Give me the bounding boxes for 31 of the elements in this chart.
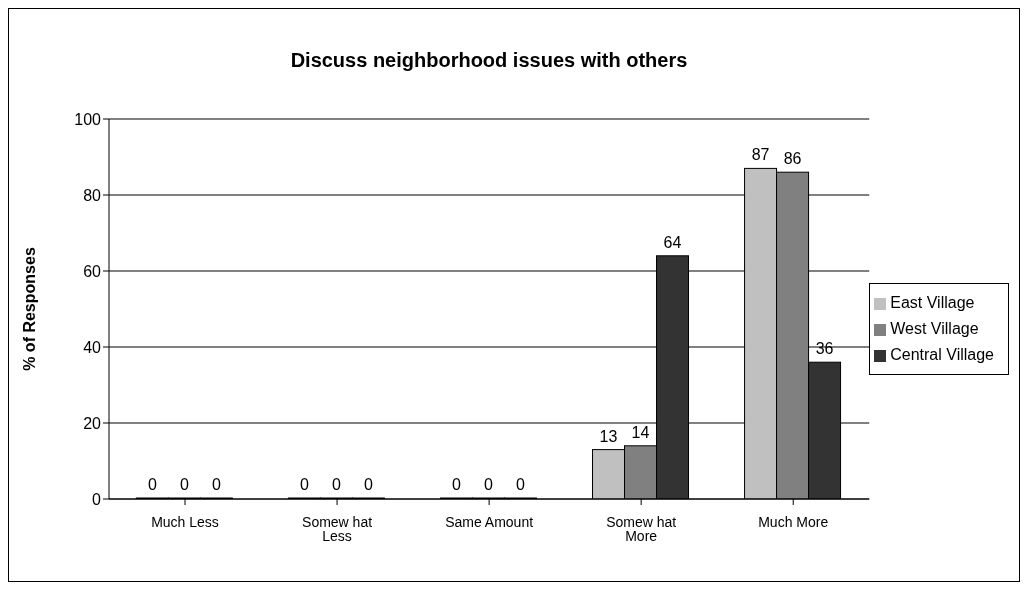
data-label: 0 (452, 476, 462, 493)
chart-title: Discuss neighborhood issues with others (289, 49, 689, 72)
data-label: 87 (751, 146, 770, 164)
data-label: 0 (211, 476, 221, 493)
x-tick-label: Much Less (151, 513, 219, 530)
y-tick-label: 80 (83, 186, 102, 204)
legend-label: Central Village (890, 346, 994, 363)
data-label: 0 (484, 476, 494, 493)
y-tick-label: 40 (83, 338, 102, 356)
data-label: 86 (783, 150, 802, 168)
data-label: 0 (179, 476, 189, 493)
y-tick-label: 20 (83, 414, 102, 432)
data-label: 0 (363, 476, 373, 493)
data-label: 0 (299, 476, 309, 493)
y-axis-title: % of Responses (20, 247, 38, 371)
legend-label: East Village (890, 294, 975, 311)
x-tick-label: Somew hat More (606, 513, 677, 544)
x-tick-label: Somew hat Less (302, 513, 373, 544)
data-label: 0 (331, 476, 341, 493)
legend-label: West Village (890, 320, 979, 337)
data-label: 0 (147, 476, 157, 493)
y-tick-label: 0 (92, 490, 102, 508)
data-label: 13 (599, 427, 618, 445)
data-label: 36 (815, 340, 834, 358)
data-label: 64 (663, 233, 682, 251)
data-label: 0 (516, 476, 526, 493)
x-tick-label: Same Amount (445, 513, 534, 530)
y-tick-label: 60 (83, 262, 102, 280)
x-tick-label: Much More (758, 513, 829, 530)
y-tick-label: 100 (74, 110, 102, 128)
data-label: 14 (631, 423, 650, 441)
